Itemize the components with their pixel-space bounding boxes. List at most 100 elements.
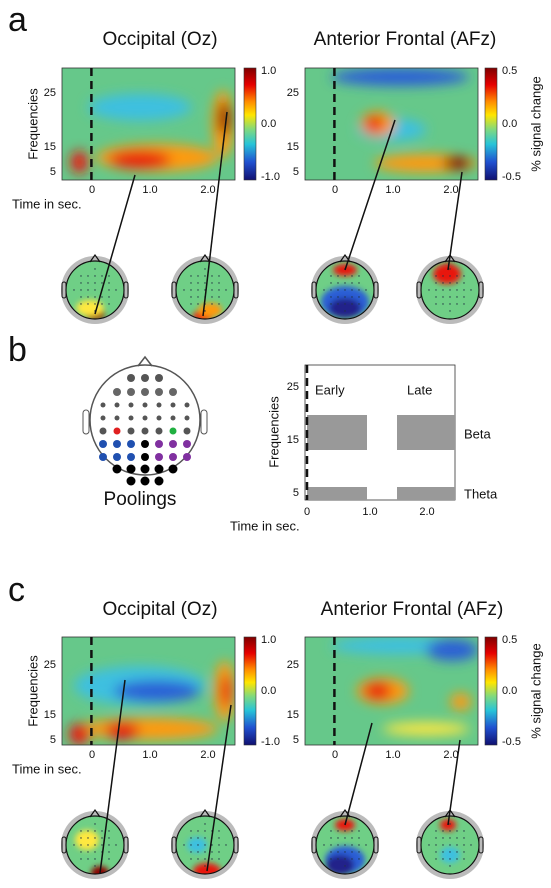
heatmap [62, 68, 235, 180]
electrode [435, 844, 436, 845]
electrode [337, 858, 338, 859]
pooling-electrode [142, 428, 149, 435]
electrode [456, 837, 457, 838]
electrode [87, 296, 88, 297]
x-tick-label: 1.0 [142, 749, 157, 761]
electrode [449, 865, 450, 866]
pooling-electrode [113, 440, 121, 448]
electrode [351, 296, 352, 297]
electrode [80, 851, 81, 852]
x-tick-label: 0 [89, 749, 95, 761]
electrode [87, 275, 88, 276]
pooling-electrode [143, 416, 148, 421]
pooling-electrode [128, 428, 135, 435]
electrode [337, 275, 338, 276]
electrode [101, 303, 102, 304]
band-label: Beta [464, 426, 492, 441]
x-tick-label: 2.0 [200, 749, 215, 761]
electrode [344, 830, 345, 831]
electrode [463, 851, 464, 852]
heat-blob [88, 94, 192, 121]
electrode [73, 289, 74, 290]
pooling-electrode [113, 465, 122, 474]
pooling-electrode [155, 374, 163, 382]
electrode [197, 844, 198, 845]
y-axis-label: Frequencies [25, 88, 40, 160]
electrode [456, 275, 457, 276]
electrode [94, 296, 95, 297]
electrode [108, 275, 109, 276]
electrode [190, 858, 191, 859]
electrode [87, 830, 88, 831]
y-tick-label: 25 [287, 381, 299, 393]
electrode [204, 268, 205, 269]
electrode [94, 837, 95, 838]
electrode [456, 851, 457, 852]
heatmap [305, 68, 478, 180]
electrode [211, 303, 212, 304]
electrode [204, 830, 205, 831]
electrode [80, 296, 81, 297]
plot-title: Occipital (Oz) [102, 29, 217, 50]
colorbar [485, 68, 497, 180]
colorbar-label: 0.0 [261, 685, 276, 697]
electrode [87, 282, 88, 283]
electrode [80, 830, 81, 831]
pooling-electrode [114, 428, 121, 435]
pooling-electrode [101, 403, 106, 408]
colorbar-label: -0.5 [502, 736, 521, 748]
electrode [190, 275, 191, 276]
electrode [94, 823, 95, 824]
heat-blob [366, 116, 383, 132]
heatmap [305, 637, 478, 745]
electrode [87, 851, 88, 852]
electrode [470, 289, 471, 290]
pooling-electrode [157, 416, 162, 421]
heat-blob [364, 682, 392, 699]
electrode [449, 844, 450, 845]
electrode [456, 844, 457, 845]
colorbar-label: 0.0 [261, 118, 276, 130]
electrode [183, 844, 184, 845]
electrode [190, 282, 191, 283]
electrode [108, 837, 109, 838]
electrode [456, 282, 457, 283]
electrode [323, 844, 324, 845]
heat-blob [69, 723, 90, 745]
y-tick-label: 15 [287, 141, 299, 153]
electrode [225, 289, 226, 290]
electrode [211, 851, 212, 852]
y-tick-label: 5 [50, 734, 56, 746]
heatmap [62, 637, 235, 745]
electrode [449, 289, 450, 290]
electrode [351, 830, 352, 831]
electrode [358, 837, 359, 838]
electrode [358, 303, 359, 304]
colorbar-label: 0.5 [502, 634, 517, 646]
pooling-electrode [141, 453, 149, 461]
electrode [428, 289, 429, 290]
time-window [307, 415, 367, 450]
pooling-electrode [169, 453, 177, 461]
figure: aOccipital (Oz)Anterior Frontal (AFz)251… [0, 0, 551, 888]
pooling-electrode [115, 416, 120, 421]
pooling-electrode [99, 440, 107, 448]
pooling-electrode [99, 453, 107, 461]
electrode [73, 844, 74, 845]
electrode [351, 275, 352, 276]
electrode [449, 830, 450, 831]
electrode [330, 296, 331, 297]
electrode [337, 837, 338, 838]
electrode [344, 282, 345, 283]
y-tick-label: 5 [50, 166, 56, 178]
plot-title: Anterior Frontal (AFz) [321, 599, 504, 620]
colorbar-label: -0.5 [502, 171, 521, 183]
electrode [344, 865, 345, 866]
electrode [218, 858, 219, 859]
electrode [358, 851, 359, 852]
electrode [337, 303, 338, 304]
x-axis-label: Time in sec. [12, 196, 82, 211]
y-axis-label: Frequencies [25, 655, 40, 727]
electrode [197, 851, 198, 852]
y-tick-label: 25 [44, 87, 56, 99]
